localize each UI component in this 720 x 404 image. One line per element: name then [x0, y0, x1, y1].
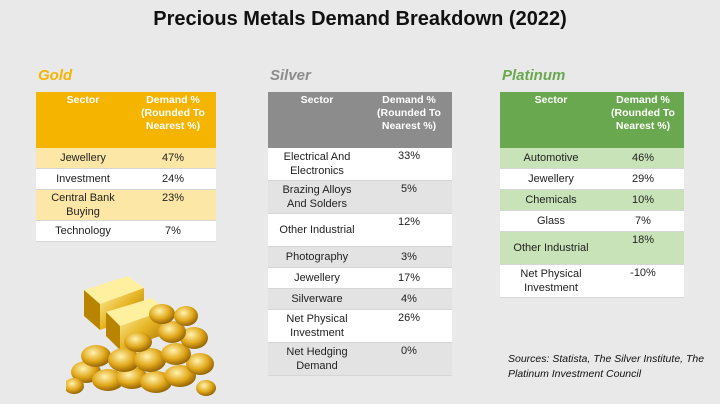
silver-sector-cell: Electrical And Electronics [268, 148, 366, 181]
platinum-demand-cell: -10% [602, 264, 684, 298]
sources-note: Sources: Statista, The Silver Institute,… [508, 353, 705, 380]
platinum-sector-cell: Jewellery [500, 168, 602, 190]
platinum-header-demand: Demand % (Rounded To Nearest %) [602, 92, 684, 148]
gold-header-sector: Sector [36, 92, 130, 148]
silver-sector-cell: Net Physical Investment [268, 309, 366, 343]
silver-demand-cell: 4% [366, 288, 452, 310]
silver-demand-cell: 17% [366, 267, 452, 289]
silver-header-demand: Demand % (Rounded To Nearest %) [366, 92, 452, 148]
gold-demand-cell: 23% [130, 189, 216, 221]
silver-sector-cell: Photography [268, 246, 366, 268]
table-row: Jewellery 29% [500, 168, 684, 190]
platinum-sector-cell: Other Industrial [500, 231, 602, 265]
table-row: Net Hedging Demand 0% [268, 342, 452, 376]
table-row: Investment 24% [36, 168, 216, 190]
platinum-header-sector: Sector [500, 92, 602, 148]
table-row: Net Physical Investment 26% [268, 309, 452, 343]
table-row: Glass 7% [500, 210, 684, 232]
platinum-table: Sector Demand % (Rounded To Nearest %) A… [500, 92, 684, 298]
table-row: Automotive 46% [500, 148, 684, 169]
silver-demand-cell: 12% [366, 213, 452, 247]
table-row: Jewellery 47% [36, 148, 216, 169]
silver-label: Silver [270, 67, 311, 84]
table-row: Net Physical Investment -10% [500, 264, 684, 298]
silver-demand-cell: 33% [366, 148, 452, 181]
page-title: Precious Metals Demand Breakdown (2022) [153, 8, 567, 30]
gold-sector-cell: Central Bank Buying [36, 189, 130, 221]
platinum-sector-cell: Automotive [500, 148, 602, 169]
platinum-demand-cell: 7% [602, 210, 684, 232]
table-row: Brazing Alloys And Solders 5% [268, 180, 452, 214]
silver-sector-cell: Jewellery [268, 267, 366, 289]
platinum-demand-cell: 10% [602, 189, 684, 211]
gold-label: Gold [38, 67, 73, 84]
platinum-sector-cell: Chemicals [500, 189, 602, 211]
table-row: Photography 3% [268, 246, 452, 268]
table-row: Central Bank Buying 23% [36, 189, 216, 221]
gold-table: Sector Demand % (Rounded To Nearest %) J… [36, 92, 216, 242]
platinum-demand-cell: 29% [602, 168, 684, 190]
gold-sector-cell: Investment [36, 168, 130, 190]
silver-table: Sector Demand % (Rounded To Nearest %) E… [268, 92, 452, 376]
silver-header-sector: Sector [268, 92, 366, 148]
silver-sector-cell: Net Hedging Demand [268, 342, 366, 376]
table-row: Other Industrial 18% [500, 231, 684, 265]
table-row: Silverware 4% [268, 288, 452, 310]
silver-demand-cell: 0% [366, 342, 452, 376]
gold-demand-cell: 7% [130, 220, 216, 242]
silver-demand-cell: 3% [366, 246, 452, 268]
silver-sector-cell: Other Industrial [268, 213, 366, 247]
silver-sector-cell: Silverware [268, 288, 366, 310]
gold-bars-and-coins-icon [66, 276, 216, 396]
platinum-demand-cell: 46% [602, 148, 684, 169]
platinum-demand-cell: 18% [602, 231, 684, 265]
table-row: Other Industrial 12% [268, 213, 452, 247]
silver-demand-cell: 26% [366, 309, 452, 343]
silver-sector-cell: Brazing Alloys And Solders [268, 180, 366, 214]
platinum-label: Platinum [502, 67, 566, 84]
table-row: Electrical And Electronics 33% [268, 148, 452, 181]
silver-demand-cell: 5% [366, 180, 452, 214]
table-row: Technology 7% [36, 220, 216, 242]
table-row: Chemicals 10% [500, 189, 684, 211]
gold-header-demand: Demand % (Rounded To Nearest %) [130, 92, 216, 148]
gold-sector-cell: Jewellery [36, 148, 130, 169]
gold-demand-cell: 24% [130, 168, 216, 190]
platinum-sector-cell: Net Physical Investment [500, 264, 602, 298]
gold-demand-cell: 47% [130, 148, 216, 169]
gold-sector-cell: Technology [36, 220, 130, 242]
platinum-sector-cell: Glass [500, 210, 602, 232]
table-row: Jewellery 17% [268, 267, 452, 289]
